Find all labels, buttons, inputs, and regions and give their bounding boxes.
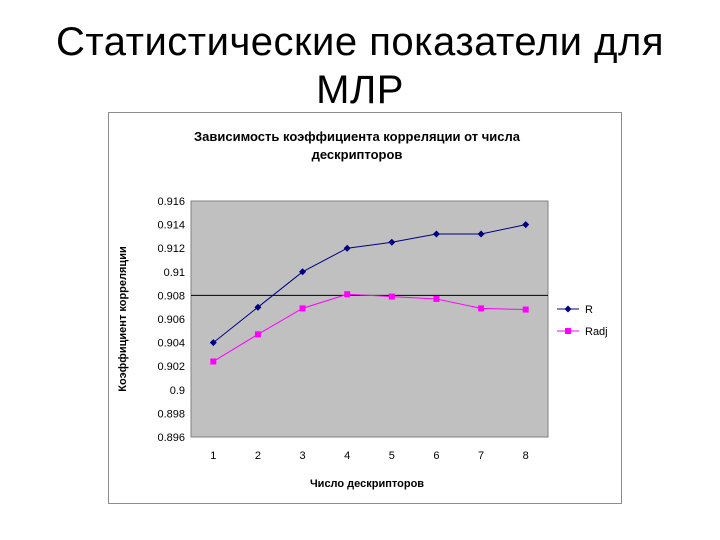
data-point-radj bbox=[522, 306, 529, 313]
data-point-r bbox=[432, 230, 440, 238]
x-tick-label: 8 bbox=[523, 450, 529, 462]
data-point-radj bbox=[254, 331, 261, 338]
slide-title: Статистические показатели для МЛР bbox=[0, 18, 720, 114]
series-line-r bbox=[213, 224, 526, 343]
data-point-r bbox=[477, 230, 485, 238]
data-point-radj bbox=[388, 293, 395, 300]
y-tick-label: 0.902 bbox=[157, 361, 185, 373]
y-tick-label: 0.906 bbox=[157, 314, 185, 326]
data-point-radj bbox=[210, 358, 217, 365]
chart-title-line-2: дескрипторов bbox=[312, 147, 403, 162]
legend: R Radj bbox=[557, 304, 608, 338]
series-line-radj bbox=[213, 293, 526, 362]
legend-label-radj: Radj bbox=[585, 326, 608, 338]
chart-title-line-1: Зависимость коэффициента корреляции от ч… bbox=[194, 129, 521, 144]
x-tick-label: 6 bbox=[433, 450, 439, 462]
y-tick-label: 0.912 bbox=[157, 243, 185, 255]
data-point-radj bbox=[433, 295, 440, 302]
x-axis-label: Число дескрипторов bbox=[310, 478, 424, 490]
legend-label-r: R bbox=[585, 304, 593, 316]
data-point-radj bbox=[478, 305, 485, 312]
y-tick-label: 0.91 bbox=[164, 267, 185, 279]
slide-title-line-1: Статистические показатели для bbox=[56, 20, 664, 64]
y-axis-label: Коэффициент корреляции bbox=[117, 246, 129, 391]
data-point-r bbox=[522, 221, 530, 229]
y-tick-label: 0.9 bbox=[170, 385, 185, 397]
y-tick-label: 0.896 bbox=[157, 432, 185, 444]
x-tick-label: 7 bbox=[478, 450, 484, 462]
y-tick-label: 0.908 bbox=[157, 290, 185, 302]
x-tick-label: 3 bbox=[300, 450, 306, 462]
legend-marker-radj bbox=[565, 328, 571, 334]
y-tick-label: 0.904 bbox=[157, 338, 185, 350]
y-tick-label: 0.916 bbox=[157, 196, 185, 208]
data-point-r bbox=[343, 244, 351, 252]
x-tick-label: 1 bbox=[210, 450, 216, 462]
data-point-r bbox=[254, 303, 262, 311]
chart-area: Зависимость коэффициента корреляции от ч… bbox=[108, 112, 622, 504]
data-point-radj bbox=[344, 291, 351, 298]
data-point-r bbox=[209, 339, 217, 347]
data-point-radj bbox=[299, 305, 306, 312]
x-tick-label: 5 bbox=[389, 450, 395, 462]
x-tick-label: 2 bbox=[255, 450, 261, 462]
data-point-r bbox=[388, 238, 396, 246]
data-point-r bbox=[299, 268, 307, 276]
y-tick-label: 0.914 bbox=[157, 220, 185, 232]
legend-marker-r bbox=[564, 305, 572, 313]
x-tick-label: 4 bbox=[344, 450, 350, 462]
y-tick-label: 0.898 bbox=[157, 408, 185, 420]
plot-area bbox=[190, 200, 549, 438]
line-chart: Зависимость коэффициента корреляции от ч… bbox=[117, 129, 608, 490]
slide-title-line-2: МЛР bbox=[316, 68, 404, 112]
